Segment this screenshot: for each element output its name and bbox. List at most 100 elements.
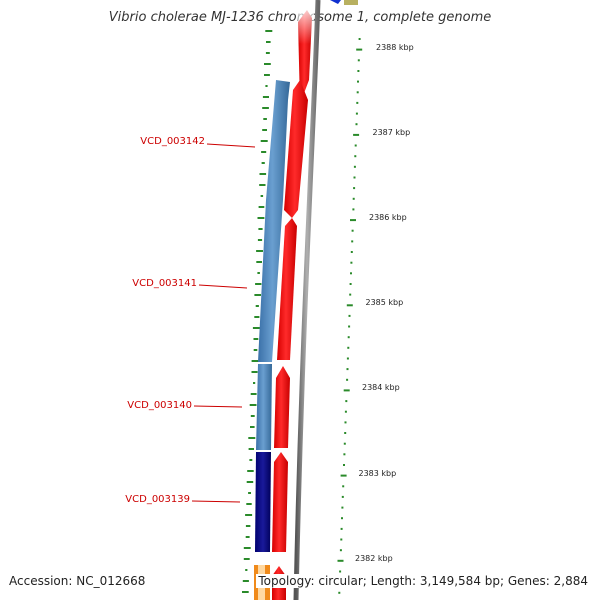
- gc-tick: [261, 162, 265, 164]
- small-reverse-feature: [330, 0, 341, 4]
- gc-tick: [257, 272, 260, 274]
- scale-labels: 2388 kbp 2387 kbp 2386 kbp 2385 kbp 2384 kbp…: [355, 43, 414, 563]
- scale-tick: [352, 208, 355, 211]
- scale-tick: [355, 112, 358, 115]
- scale-tick: [346, 304, 353, 307]
- reverse-strand-features: [255, 80, 290, 552]
- scale-tick: [355, 123, 358, 126]
- gc-tick: [261, 151, 267, 153]
- gc-tick: [263, 118, 267, 120]
- genome-backbone: [293, 0, 321, 600]
- scale-tick: [347, 346, 350, 349]
- scale-tick: [356, 101, 359, 104]
- reverse-cds-block: [258, 80, 290, 362]
- gc-tick: [259, 173, 267, 175]
- gc-tick: [251, 360, 259, 362]
- gc-tick: [243, 558, 250, 560]
- scale-label: 2388 kbp: [376, 43, 414, 52]
- scale-tick: [340, 527, 343, 530]
- forward-cds-arrow: [274, 366, 290, 448]
- scale-tick: [343, 389, 350, 392]
- gc-tick: [252, 327, 260, 329]
- genome-summary-text: Topology: circular; Length: 3,149,584 bp…: [256, 574, 588, 588]
- gc-tick: [246, 503, 252, 505]
- gc-tick: [245, 569, 248, 571]
- forward-cds-arrow: [272, 452, 288, 552]
- scale-tick: [341, 517, 343, 520]
- forward-strand-features: [272, 0, 314, 600]
- scale-tick: [339, 570, 342, 573]
- scale-tick: [341, 506, 344, 509]
- scale-tick: [351, 240, 354, 243]
- scale-tick: [358, 38, 361, 40]
- scale-tick: [344, 410, 347, 413]
- gene-label[interactable]: VCD_003141: [132, 278, 197, 289]
- gc-tick: [251, 371, 258, 373]
- gc-tick: [245, 525, 251, 527]
- scale-tick: [350, 219, 356, 222]
- scale-tick: [350, 261, 353, 264]
- reverse-cds-block: [255, 452, 271, 552]
- scale-label: 2386 kbp: [369, 213, 407, 222]
- gene-label-leader: [193, 405, 243, 408]
- scale-tick: [338, 591, 341, 594]
- forward-cds-arrow: [277, 218, 297, 360]
- scale-tick: [340, 474, 347, 477]
- gc-content-ticks: [242, 30, 273, 593]
- forward-cds-arrow: [284, 80, 308, 218]
- scale-tick: [357, 59, 360, 62]
- scale-tick: [342, 485, 345, 488]
- scale-tick: [344, 421, 347, 424]
- gc-tick: [246, 481, 254, 483]
- gc-tick: [256, 261, 262, 263]
- gc-tick: [249, 404, 257, 406]
- gc-tick: [254, 294, 261, 296]
- gc-tick: [253, 338, 259, 340]
- gc-tick: [264, 63, 271, 65]
- scale-tick: [352, 197, 355, 200]
- scale-tick: [357, 70, 360, 72]
- scale-tick: [353, 133, 360, 136]
- gc-tick: [248, 437, 256, 439]
- scale-tick: [343, 453, 346, 456]
- gc-tick: [264, 74, 270, 76]
- gc-tick: [258, 206, 265, 208]
- gc-tick: [245, 514, 253, 516]
- scale-tick: [341, 495, 344, 498]
- gc-tick: [265, 52, 270, 54]
- scale-tick: [356, 91, 359, 94]
- gc-tick: [262, 96, 269, 98]
- scale-label: 2383 kbp: [359, 469, 397, 478]
- small-yellow-feature: [344, 0, 358, 5]
- gc-tick: [265, 85, 268, 87]
- scale-tick: [351, 229, 354, 232]
- scale-tick: [354, 155, 357, 158]
- gc-tick: [255, 283, 262, 285]
- scale-label: 2382 kbp: [355, 554, 393, 563]
- gene-label-leader: [206, 143, 256, 148]
- gc-tick: [257, 239, 263, 241]
- scale-tick: [349, 293, 352, 296]
- scale-tick: [353, 165, 356, 168]
- scale-tick: [339, 549, 342, 552]
- gc-tick: [259, 184, 266, 186]
- scale-label: 2385 kbp: [366, 298, 404, 307]
- gene-label-leader: [191, 500, 241, 503]
- scale-tick: [343, 442, 346, 445]
- scale-label: 2384 kbp: [362, 383, 400, 392]
- gc-tick: [242, 580, 249, 582]
- gene-label[interactable]: VCD_003139: [125, 494, 190, 505]
- scale-tick: [353, 187, 356, 190]
- gc-tick: [260, 195, 264, 197]
- gc-tick: [242, 591, 249, 593]
- scale-tick: [353, 176, 356, 179]
- gc-tick: [257, 217, 265, 219]
- gc-tick: [262, 107, 269, 109]
- gc-tick: [265, 30, 273, 32]
- scale-ticks: [337, 38, 363, 594]
- gene-label-leader: [198, 284, 248, 289]
- gc-tick: [255, 305, 259, 307]
- gene-label[interactable]: VCD_003142: [140, 136, 205, 147]
- gene-label[interactable]: VCD_003140: [127, 400, 192, 411]
